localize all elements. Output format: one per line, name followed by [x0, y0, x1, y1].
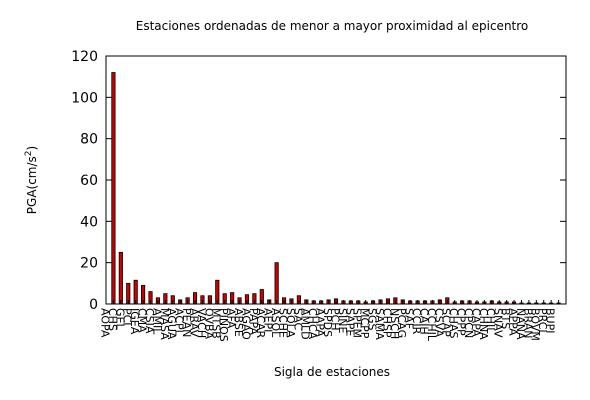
y-tick-label: 100: [71, 90, 98, 106]
x-tick-label: AOPA: [98, 308, 111, 338]
bar-aopa: [111, 72, 116, 305]
x-tick-label: CPCN: [462, 308, 475, 338]
x-tick-label: SOLA: [284, 308, 297, 338]
x-tick-label: SCHE: [276, 308, 289, 338]
x-tick-label: PCI: [121, 308, 134, 326]
x-tick-label: CCHIL: [425, 308, 438, 342]
y-tick-label: 60: [80, 173, 98, 189]
x-tick-label: SPEM: [351, 308, 364, 338]
x-tick-label: NANA: [514, 308, 527, 340]
x-tick-label: GEL: [113, 308, 126, 330]
x-tick-label: ARAV: [187, 308, 200, 338]
x-tick-label: IGEA: [128, 308, 141, 335]
x-tick-label: PCH: [328, 308, 341, 331]
x-tick-label: BOVM: [529, 308, 542, 341]
x-tick-label: SGS: [366, 308, 379, 331]
x-tick-label: AAPA: [314, 308, 327, 337]
x-tick-label: AFA: [225, 308, 238, 329]
x-tick-label: VACH: [195, 308, 208, 338]
x-tick-label: CAPA: [469, 308, 482, 337]
x-tick-label: MTSB: [210, 308, 223, 339]
y-tick-label: 20: [80, 256, 98, 272]
x-tick-label: CHCA: [306, 308, 319, 340]
y-tick-label: 80: [80, 132, 98, 148]
x-tick-label: NSCH: [388, 308, 401, 339]
x-tick-label: AGAO: [239, 308, 252, 340]
x-tick-label: PEAN: [180, 308, 193, 337]
y-tick-label: 120: [71, 49, 98, 65]
x-tick-label: AMLD: [299, 308, 312, 340]
x-tick-label: SNAV: [492, 308, 505, 338]
x-tick-label: SAPE: [343, 308, 356, 336]
x-tick-label: BRAN: [521, 308, 534, 339]
x-tick-label: ABSE: [232, 308, 245, 337]
x-tick-label: SPDS: [321, 308, 334, 337]
x-tick-label: MCPP: [358, 308, 371, 339]
x-tick-label: SAF: [403, 308, 416, 329]
y-axis-label-close: ): [25, 146, 39, 151]
x-tick-label: BUPI: [544, 308, 557, 333]
x-tick-label: MASA: [158, 308, 171, 340]
x-tick-label: AEPI: [262, 308, 275, 332]
x-tick-label: ASOL: [269, 308, 282, 338]
x-tick-label: PRCL: [536, 308, 549, 336]
x-tick-label: CCIR: [410, 308, 423, 335]
x-tick-label: CPPP: [455, 308, 468, 336]
y-tick-label: 40: [80, 214, 98, 230]
x-tick-label: ACAR: [254, 308, 267, 339]
x-tick-label: SAC: [291, 308, 304, 331]
x-tick-label: APPA: [506, 308, 519, 336]
x-tick-label: PCAG: [395, 308, 408, 338]
x-tick-label: CSIA: [143, 308, 156, 334]
x-tick-label: PAPA: [247, 308, 260, 335]
x-tick-label: ACPL: [173, 308, 186, 337]
x-tick-label: AGUA: [165, 308, 178, 340]
x-tick-label: CHNA: [477, 308, 490, 340]
bar-aepi: [274, 262, 279, 305]
chart-title: Estaciones ordenadas de menor a mayor pr…: [136, 19, 529, 33]
x-tick-label: CHS: [106, 308, 119, 331]
x-tick-label: BTS: [499, 308, 512, 329]
x-tick-label: CHSP: [380, 308, 393, 338]
y-axis-label-text: PGA(cm/s: [25, 156, 39, 214]
bars-group: [111, 72, 561, 305]
x-axis: AOPACHSGELPCIIGEACMACSIAAMILMASAAGUAACPL…: [98, 300, 560, 342]
y-axis-label: PGA(cm/s2): [24, 146, 39, 214]
x-tick-label: CSVA: [432, 308, 445, 337]
x-tick-label: SINE: [336, 308, 349, 333]
y-tick-label: 0: [89, 297, 98, 313]
y-axis: 0 20 40 60 80 100 120: [71, 49, 566, 313]
plot-frame: [105, 55, 567, 305]
bar-chs: [118, 251, 123, 305]
x-tick-label: CAIH: [417, 308, 430, 335]
x-tick-label: OVBA: [202, 308, 215, 340]
x-tick-label: AMIL: [150, 308, 163, 335]
x-tick-label: CMA: [136, 308, 149, 333]
x-tick-label: PINOS: [217, 308, 230, 342]
x-tick-label: SAMA: [373, 308, 386, 340]
x-axis-label: Sigla de estaciones: [274, 365, 390, 379]
x-tick-label: SCAP: [440, 308, 453, 337]
x-tick-label: CHAS: [447, 308, 460, 338]
y-axis-label-superscript: 2: [24, 150, 34, 156]
x-tick-label: CHIL: [484, 308, 497, 334]
